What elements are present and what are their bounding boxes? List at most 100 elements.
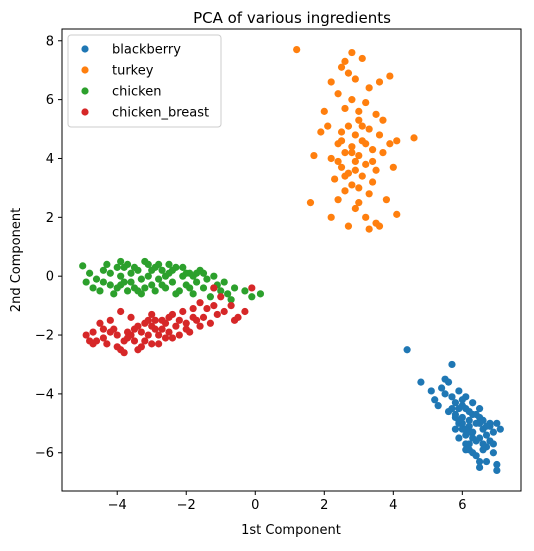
data-point — [134, 287, 142, 295]
data-point — [120, 349, 128, 357]
data-point — [158, 266, 166, 274]
data-point — [210, 272, 218, 280]
data-point — [444, 378, 453, 386]
data-point — [358, 54, 366, 63]
data-point — [362, 213, 370, 221]
data-point — [379, 116, 387, 124]
data-point — [369, 146, 377, 154]
data-point — [113, 263, 121, 271]
y-tick-label: 8 — [46, 34, 54, 49]
data-point — [327, 213, 335, 221]
data-point — [475, 413, 484, 422]
y-tick-label: −2 — [35, 329, 54, 344]
data-point — [110, 290, 118, 298]
data-point — [161, 319, 170, 327]
legend-marker — [81, 87, 89, 95]
data-point — [351, 204, 359, 213]
data-point — [155, 260, 163, 269]
data-point — [358, 122, 366, 130]
data-point — [206, 319, 214, 327]
data-point — [410, 134, 418, 142]
data-point — [186, 284, 194, 292]
legend-marker — [81, 66, 89, 74]
data-point — [341, 172, 349, 180]
data-point — [489, 449, 497, 457]
data-point — [369, 178, 377, 186]
data-point — [337, 137, 346, 145]
data-point — [375, 78, 384, 86]
data-point — [148, 340, 156, 348]
data-point — [172, 290, 180, 298]
y-tick-label: 4 — [46, 152, 54, 167]
data-point — [441, 390, 449, 398]
data-point — [341, 57, 349, 65]
data-point — [451, 425, 460, 433]
data-point — [348, 143, 356, 151]
data-point — [137, 275, 145, 283]
data-point — [89, 284, 97, 292]
data-point — [161, 272, 170, 280]
data-point — [123, 287, 132, 295]
data-point — [434, 402, 442, 410]
data-point — [127, 278, 135, 286]
data-point — [79, 262, 87, 270]
y-tick-label: −4 — [35, 387, 54, 402]
data-point — [365, 225, 373, 233]
data-point — [82, 278, 90, 286]
data-point — [493, 460, 501, 469]
data-point — [427, 387, 435, 395]
data-point — [144, 260, 152, 269]
data-point — [386, 140, 394, 148]
data-point — [479, 446, 487, 454]
data-point — [386, 72, 394, 80]
data-point — [375, 131, 384, 139]
data-point — [227, 302, 235, 310]
data-point — [113, 331, 121, 339]
data-point — [341, 148, 349, 157]
legend-label: chicken_breast — [112, 106, 209, 121]
series-blackberry — [403, 346, 504, 474]
y-tick-label: 0 — [46, 270, 54, 285]
data-point — [217, 293, 225, 301]
legend-marker — [81, 108, 89, 116]
legend-label: blackberry — [112, 43, 181, 58]
data-point — [127, 269, 135, 277]
data-point — [103, 260, 111, 269]
data-point — [351, 75, 359, 83]
data-point — [462, 425, 470, 433]
data-point — [351, 131, 359, 139]
data-point — [130, 263, 139, 271]
data-point — [130, 325, 139, 333]
data-point — [123, 334, 132, 342]
data-point — [393, 137, 401, 145]
data-point — [134, 346, 142, 354]
data-point — [179, 307, 187, 316]
legend: blackberry turkey chicken chicken_breast — [67, 34, 222, 128]
data-point — [355, 116, 363, 124]
data-point — [355, 184, 363, 192]
data-point — [344, 69, 353, 77]
data-point — [203, 304, 211, 313]
data-point — [344, 222, 353, 230]
data-point — [365, 84, 373, 92]
data-point — [324, 122, 332, 130]
y-axis-label: 2nd Component — [9, 208, 24, 312]
data-point — [210, 284, 218, 292]
data-point — [482, 422, 491, 430]
data-point — [351, 166, 359, 174]
data-point — [379, 148, 387, 157]
data-point — [455, 387, 463, 395]
chart-title: PCA of various ingredients — [193, 9, 391, 27]
data-point — [213, 310, 221, 319]
data-point — [117, 281, 125, 289]
data-point — [358, 172, 366, 180]
data-point — [475, 405, 484, 413]
legend-label: turkey — [112, 64, 154, 79]
data-point — [199, 284, 208, 292]
data-point — [141, 337, 149, 345]
data-point — [365, 190, 373, 198]
data-point — [320, 107, 328, 115]
data-point — [482, 457, 491, 466]
data-point — [451, 399, 460, 407]
data-point — [448, 393, 456, 401]
